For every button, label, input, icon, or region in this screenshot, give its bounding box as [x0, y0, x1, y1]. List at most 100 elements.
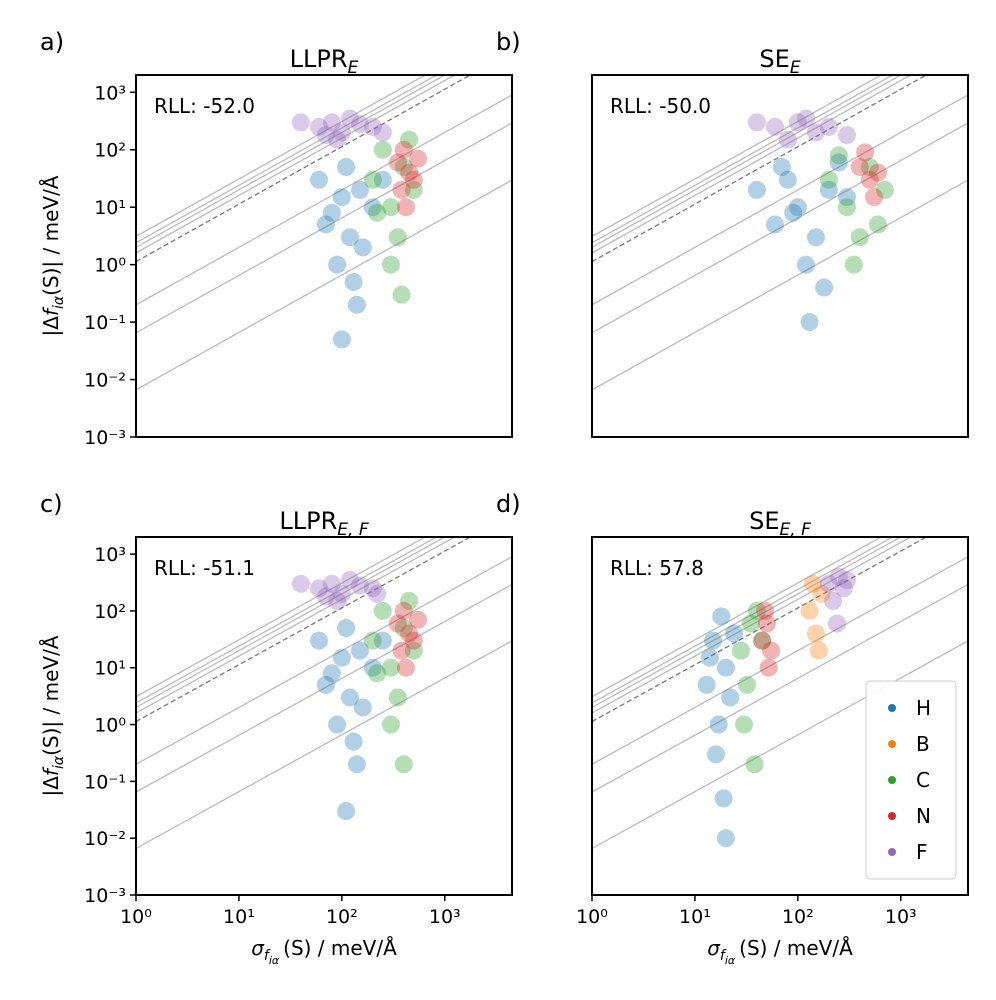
- point: [796, 255, 815, 274]
- y-tick-label: 10⁻³: [84, 427, 126, 449]
- point: [762, 641, 781, 660]
- y-axis-label: |Δfiα(S)| / meV/Å: [39, 175, 67, 336]
- point: [381, 658, 400, 677]
- point: [800, 313, 819, 332]
- point: [731, 641, 750, 660]
- label-part: (S) / meV/Å: [283, 936, 397, 960]
- point: [819, 170, 838, 189]
- y-axis-label: |Δfiα(S)| / meV/Å: [39, 635, 67, 796]
- point: [714, 789, 733, 808]
- point: [404, 170, 423, 189]
- point: [322, 113, 341, 132]
- point: [347, 755, 366, 774]
- label-part: σ: [251, 936, 265, 960]
- point: [363, 198, 382, 217]
- guide-line: [136, 537, 457, 714]
- label-part: (S)| / meV/Å: [39, 175, 63, 296]
- point: [373, 631, 392, 650]
- annotation: RLL: -52.0: [154, 94, 255, 118]
- guide-line: [136, 537, 447, 709]
- point: [829, 567, 848, 586]
- guide-line: [136, 94, 512, 306]
- point: [806, 228, 825, 247]
- point: [706, 745, 725, 764]
- guide-line: [592, 537, 903, 709]
- legend-marker: [888, 704, 896, 712]
- point: [860, 158, 879, 177]
- point: [328, 255, 347, 274]
- guide-line: [136, 75, 457, 254]
- x-axis-label: σfiα(S) / meV/Å: [251, 936, 397, 967]
- point: [837, 571, 856, 590]
- label-part: f: [39, 766, 63, 776]
- point: [829, 153, 848, 172]
- point: [392, 285, 411, 304]
- point: [759, 658, 778, 677]
- point: [316, 215, 335, 234]
- point: [381, 198, 400, 217]
- guide-line: [592, 179, 968, 391]
- point: [310, 631, 329, 650]
- y-tick-label: 10³: [94, 544, 126, 566]
- point: [747, 601, 766, 620]
- point: [316, 126, 335, 145]
- label-part: (S)| / meV/Å: [39, 635, 63, 756]
- guide-line: [136, 75, 438, 244]
- guide-line: [592, 583, 968, 793]
- point: [819, 180, 838, 199]
- point: [741, 614, 760, 633]
- legend-marker: [888, 776, 896, 784]
- point: [368, 584, 387, 603]
- x-tick-label: 10³: [885, 906, 917, 928]
- point: [363, 117, 382, 136]
- point: [396, 198, 415, 217]
- y-tick-label: 10¹: [94, 197, 126, 219]
- title-sub: E: [790, 58, 801, 78]
- point: [388, 614, 407, 633]
- point: [373, 170, 392, 189]
- label-part: iα: [269, 954, 280, 967]
- legend-box: [865, 680, 957, 880]
- point: [394, 158, 413, 177]
- point: [868, 163, 887, 182]
- point: [712, 607, 731, 626]
- title-main: SE: [749, 507, 779, 535]
- panel: b) SEE RLL: -50.0: [496, 28, 969, 438]
- point: [363, 170, 382, 189]
- guide-line: [136, 583, 512, 793]
- y-tick-label: 10³: [94, 82, 126, 104]
- x-tick-label: 10¹: [679, 906, 711, 928]
- point: [316, 587, 335, 606]
- panel: 10⁻³ 10⁻² 10⁻¹ 10⁰ 10¹ 10² 10³ 10⁰ 10¹ 10² 10³ c) LL…: [39, 490, 513, 967]
- guide-line: [136, 537, 438, 704]
- point: [337, 619, 356, 638]
- point: [388, 688, 407, 707]
- point: [404, 631, 423, 650]
- plot-frame: [135, 536, 513, 896]
- title-main: LLPR: [279, 507, 337, 535]
- point: [819, 117, 838, 136]
- point: [381, 715, 400, 734]
- panel-title: SEE: [759, 45, 800, 78]
- point: [394, 601, 413, 620]
- point: [824, 591, 843, 610]
- point: [396, 658, 415, 677]
- label-part: (S) / meV/Å: [739, 936, 853, 960]
- point: [400, 130, 419, 149]
- point: [328, 591, 347, 610]
- guide-line: [592, 75, 883, 237]
- point: [756, 601, 775, 620]
- legend-label: H: [916, 696, 931, 720]
- plot-frame: [135, 74, 513, 438]
- y-tick-label: 10⁻²: [84, 370, 126, 392]
- guide-line: [592, 537, 894, 704]
- guide-line: [592, 537, 913, 714]
- guide-line: [136, 556, 512, 765]
- point: [400, 591, 419, 610]
- point: [347, 295, 366, 314]
- guide-line: [592, 640, 968, 850]
- point: [788, 113, 807, 132]
- x-tick-label: 10¹: [223, 906, 255, 928]
- point: [310, 579, 329, 598]
- point: [812, 584, 831, 603]
